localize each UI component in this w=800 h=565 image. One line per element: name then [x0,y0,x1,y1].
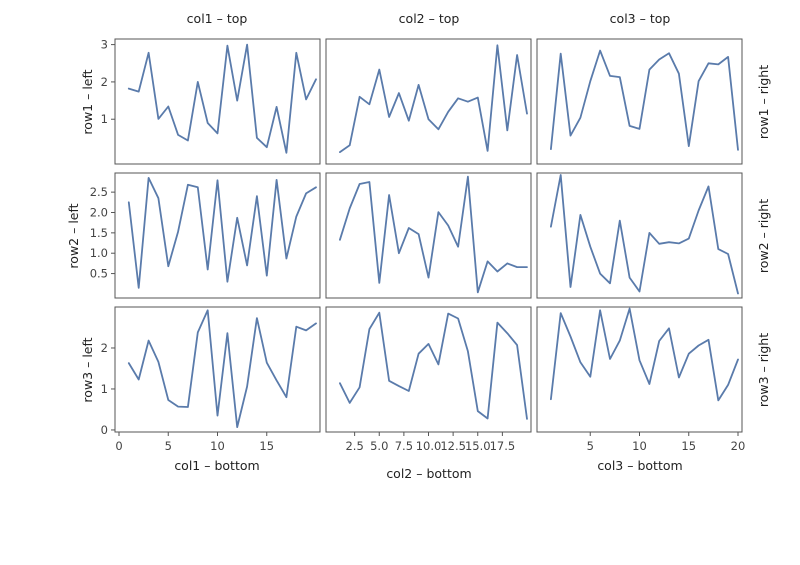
row-right-label-3: row3 – right [756,333,771,407]
y-tick-label: 1.0 [90,246,108,260]
series-line-r3-c2 [338,311,528,420]
x-tick-label: 15 [681,439,696,453]
x-tick-label: 5 [165,439,172,453]
x-tick-label: 5.0 [370,439,388,453]
y-tick-label: 2 [101,341,108,355]
x-tick-label: 12.5 [440,439,466,453]
x-tick-label: 15.0 [465,439,491,453]
series-line-r2-c3 [550,174,739,295]
row-left-label-1: row1 – left [80,69,95,134]
series-line-r2-c1 [127,176,317,289]
y-tick-label: 2 [101,75,108,89]
y-tick-label: 1.5 [90,226,108,240]
row-right-label-2: row2 – right [756,199,771,273]
col-bottom-label-1: col1 – bottom [174,458,259,473]
x-tick-label: 10 [632,439,647,453]
y-tick-label: 1 [101,112,108,126]
x-tick-label: 2.5 [345,439,363,453]
panel-frame-r3-c3 [536,306,743,433]
x-tick-label: 0 [115,439,122,453]
y-tick-label: 1 [101,382,108,396]
col-title-1: col1 – top [187,11,248,26]
col-title-2: col2 – top [399,11,460,26]
col-title-3: col3 – top [610,11,671,26]
panel-frame-r2-c1 [114,172,321,299]
y-tick-label: 3 [101,38,108,52]
panel-frame-r1-c3 [536,38,743,165]
row-right-label-1: row1 – right [756,65,771,139]
row-left-label-3: row3 – left [80,337,95,402]
x-tick-label: 17.5 [490,439,516,453]
x-tick-label: 7.5 [395,439,413,453]
y-tick-label: 0.5 [90,267,108,281]
y-tick-label: 2.0 [90,205,108,219]
series-line-r3-c3 [550,307,739,402]
series-line-r1-c3 [550,49,739,151]
x-tick-label: 10 [210,439,225,453]
col-bottom-label-3: col3 – bottom [597,458,682,473]
series-line-r3-c1 [127,309,317,429]
panel-frame-r1-c1 [114,38,321,165]
row-left-label-2: row2 – left [66,203,81,268]
panel-frames [114,38,743,433]
series-line-r1-c1 [127,43,317,154]
panel-frame-r2-c3 [536,172,743,299]
series-lines [127,43,739,429]
series-line-r1-c2 [338,44,528,154]
series-line-r2-c2 [338,175,528,294]
panel-frame-r1-c2 [325,38,532,165]
y-tick-label: 2.5 [90,185,108,199]
x-tick-label: 15 [259,439,274,453]
x-tick-label: 10.0 [416,439,442,453]
x-tick-label: 20 [731,439,746,453]
col-bottom-label-2: col2 – bottom [386,466,471,481]
x-tick-label: 5 [587,439,594,453]
y-tick-label: 0 [101,423,108,437]
